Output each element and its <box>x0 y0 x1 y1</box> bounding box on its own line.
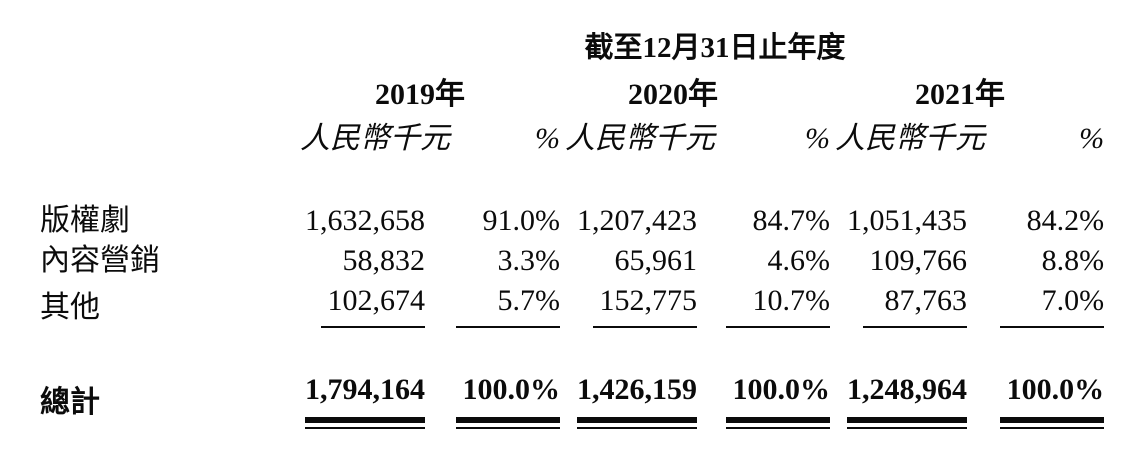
unit-header-group-2020: 人民幣千元 % <box>560 113 830 157</box>
percent-cell-2021: 84.2% <box>967 201 1105 241</box>
total-amount-value: 1,248,964 <box>847 370 967 429</box>
total-percent-value: 100.0% <box>726 370 830 429</box>
unit-header-group-2019: 人民幣千元 % <box>280 113 560 157</box>
amount-cell-2020: 65,961 <box>560 241 698 281</box>
percent-value: 10.7% <box>726 281 830 328</box>
table-row-others: 其他 102,674 5.7% 152,775 10.7% 87,763 7.0… <box>0 281 1105 328</box>
percent-cell-2020: 4.6% <box>697 241 831 281</box>
table-row-total: 總計 1,794,164 100.0% 1,426,159 100.0% 1,2… <box>0 328 1105 429</box>
percent-value: 4.6% <box>767 244 831 277</box>
percent-value: 84.7% <box>752 204 831 237</box>
percent-cell-2021: 7.0% <box>967 281 1105 328</box>
total-amount-value: 1,794,164 <box>305 370 425 429</box>
amount-cell-2019: 102,674 <box>280 281 425 328</box>
empty-cell <box>0 66 280 113</box>
row-label: 版權劇 <box>40 204 130 237</box>
year-header-2019: 2019年 <box>375 78 465 111</box>
total-percent-value: 100.0% <box>456 370 560 429</box>
row-label: 其他 <box>40 291 100 324</box>
unit-label: 人民幣千元 <box>565 122 715 155</box>
percent-value: 3.3% <box>497 244 561 277</box>
amount-cell-2020: 1,207,423 <box>560 201 697 241</box>
percent-cell-2019: 3.3% <box>425 241 561 281</box>
year-header-2021: 2021年 <box>915 78 1006 111</box>
percent-value: 5.7% <box>456 281 560 328</box>
total-amount-cell-2020: 1,426,159 <box>560 328 697 429</box>
unit-header-row: 人民幣千元 % 人民幣千元 % 人民幣千元 % <box>0 113 1104 157</box>
amount-value: 1,207,423 <box>577 204 697 237</box>
row-label: 內容營銷 <box>40 244 160 277</box>
percent-value: 91.0% <box>482 204 561 237</box>
percent-header: % <box>535 122 560 155</box>
amount-cell-2021: 109,766 <box>830 241 968 281</box>
unit-header-group-2021: 人民幣千元 % <box>830 113 1104 157</box>
unit-label: 人民幣千元 <box>835 122 985 155</box>
amount-value: 58,832 <box>342 244 426 277</box>
percent-cell-2020: 84.7% <box>697 201 831 241</box>
percent-value: 8.8% <box>1041 244 1105 277</box>
percent-value: 7.0% <box>1000 281 1105 328</box>
amount-value: 87,763 <box>863 281 967 328</box>
total-label: 總計 <box>40 386 100 419</box>
empty-cell <box>0 113 280 157</box>
amount-value: 65,961 <box>614 244 698 277</box>
percent-header: % <box>805 122 830 155</box>
total-percent-cell-2021: 100.0% <box>967 328 1105 429</box>
amount-value: 152,775 <box>593 281 697 328</box>
percent-header: % <box>1079 122 1105 155</box>
spacer-row <box>0 157 1104 201</box>
percent-cell-2021: 8.8% <box>967 241 1105 281</box>
amount-value: 1,632,658 <box>305 204 425 237</box>
amount-cell-2019: 1,632,658 <box>280 201 425 241</box>
percent-cell-2019: 91.0% <box>425 201 561 241</box>
amount-cell-2019: 58,832 <box>280 241 426 281</box>
amount-cell-2020: 152,775 <box>560 281 697 328</box>
unit-label: 人民幣千元 <box>300 122 450 155</box>
total-amount-value: 1,426,159 <box>577 370 697 429</box>
year-header-row: 2019年 2020年 2021年 <box>0 66 1104 113</box>
revenue-breakdown-table: 截至12月31日止年度 2019年 2020年 2021年 人民幣千元 % 人民… <box>0 0 1105 429</box>
amount-value: 109,766 <box>869 244 968 277</box>
amount-value: 1,051,435 <box>847 204 967 237</box>
period-header-row: 截至12月31日止年度 <box>0 0 1104 66</box>
table-row-content-marketing: 內容營銷 58,832 3.3% 65,961 4.6% 109,766 8.8… <box>0 241 1104 281</box>
year-header-2020: 2020年 <box>628 78 718 111</box>
amount-cell-2021: 1,051,435 <box>830 201 967 241</box>
total-amount-cell-2019: 1,794,164 <box>280 328 425 429</box>
total-percent-cell-2019: 100.0% <box>425 328 560 429</box>
amount-cell-2021: 87,763 <box>830 281 967 328</box>
amount-value: 102,674 <box>321 281 425 328</box>
period-header: 截至12月31日止年度 <box>584 32 846 64</box>
percent-value: 84.2% <box>1026 204 1105 237</box>
total-percent-value: 100.0% <box>1000 370 1105 429</box>
total-amount-cell-2021: 1,248,964 <box>830 328 967 429</box>
empty-corner-cell <box>0 0 280 66</box>
percent-cell-2019: 5.7% <box>425 281 560 328</box>
total-percent-cell-2020: 100.0% <box>697 328 830 429</box>
percent-cell-2020: 10.7% <box>697 281 830 328</box>
table-row-copyright-dramas: 版權劇 1,632,658 91.0% 1,207,423 84.7% 1,05… <box>0 201 1104 241</box>
